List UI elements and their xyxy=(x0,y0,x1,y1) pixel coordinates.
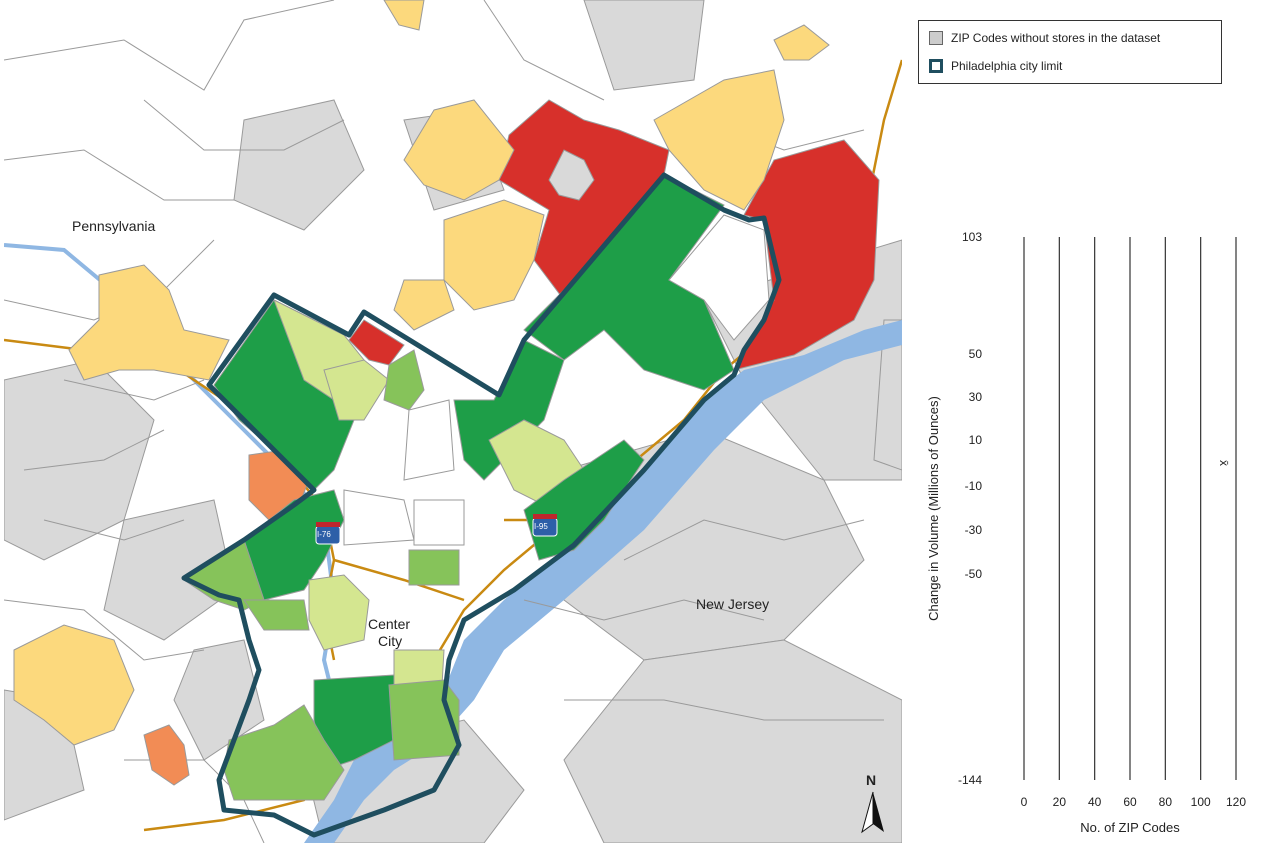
histogram-chart: 103 50 30 10 -10 -30 -50 -144 0 20 40 60 80 100 120 No.… xyxy=(926,230,1246,835)
zip-yellow-8 xyxy=(383,0,425,31)
zip-yellow-6 xyxy=(68,264,230,381)
i95-shield xyxy=(532,514,558,537)
x-tick-label-0: 0 xyxy=(1021,795,1028,809)
north-label: N xyxy=(866,772,877,788)
city-zip-white-3 xyxy=(403,399,455,481)
center-city-label-line1: Center xyxy=(368,616,411,632)
city-zip-white-2 xyxy=(413,499,465,546)
city-zip-lightgreen-west xyxy=(308,574,370,651)
city-zip-medgreen-west2 xyxy=(243,599,310,631)
city-zip-green-south xyxy=(313,674,395,771)
zip-yellow-2 xyxy=(653,69,785,211)
x-tick-label-120: 120 xyxy=(1226,795,1246,809)
y-tick-label-7: -144 xyxy=(958,773,982,787)
zip-yellow-5 xyxy=(393,279,455,331)
y-tick-label-3: 10 xyxy=(969,433,983,447)
legend-label-no-stores: ZIP Codes without stores in the dataset xyxy=(951,31,1161,45)
city-zip-medgreen-southwest xyxy=(223,704,345,801)
colored-zips-outside xyxy=(13,0,880,786)
city-zip-medgreen-center xyxy=(408,549,460,586)
i95-shield-label: I-95 xyxy=(534,522,548,531)
zip-yellow-1 xyxy=(403,99,515,201)
y-tick-label-4: -10 xyxy=(965,479,983,493)
y-tick-label-1: 50 xyxy=(969,347,983,361)
zip-yellow-7 xyxy=(13,624,135,746)
x-tick-label-60: 60 xyxy=(1123,795,1137,809)
x-axis-label: No. of ZIP Codes xyxy=(1080,820,1180,835)
pennsylvania-label: Pennsylvania xyxy=(72,218,156,234)
zip-gray-inside-red xyxy=(548,149,595,201)
y-axis-label: Change in Volume (Millions of Ounces) xyxy=(926,396,941,621)
city-zip-lightgreen-2 xyxy=(323,359,390,421)
zip-code-map xyxy=(4,0,902,843)
city-zip-white-1 xyxy=(343,489,415,546)
city-zips xyxy=(183,174,770,801)
zip-orange-2 xyxy=(143,724,190,786)
x-tick-label-20: 20 xyxy=(1053,795,1067,809)
city-zip-red xyxy=(348,319,405,366)
i76-shield xyxy=(315,522,341,545)
zip-yellow-4 xyxy=(443,199,545,311)
legend-swatch-city-limit xyxy=(929,59,943,73)
legend-label-city-limit: Philadelphia city limit xyxy=(951,59,1063,73)
map-panel: Pennsylvania New Jersey Center City I-76… xyxy=(4,0,902,843)
x-tick-label-80: 80 xyxy=(1159,795,1173,809)
center-city-label-line2: City xyxy=(378,633,403,649)
city-limit-outline xyxy=(181,172,782,838)
legend-row-city-limit: Philadelphia city limit xyxy=(929,57,1062,75)
north-arrow-icon xyxy=(861,791,884,834)
city-zip-medgreen-1 xyxy=(383,349,425,411)
map-legend: ZIP Codes without stores in the dataset … xyxy=(918,20,1222,84)
mean-marker-label: x̄ xyxy=(1217,460,1231,466)
y-tick-label-2: 30 xyxy=(969,390,983,404)
legend-row-no-stores: ZIP Codes without stores in the dataset xyxy=(929,29,1160,47)
y-tick-label-0: 103 xyxy=(962,230,982,244)
i76-shield-label: I-76 xyxy=(317,530,331,539)
y-tick-label-5: -30 xyxy=(965,523,983,537)
x-tick-label-100: 100 xyxy=(1191,795,1211,809)
zip-yellow-3 xyxy=(773,24,830,61)
legend-swatch-no-stores xyxy=(929,31,943,45)
zip-red-northeast xyxy=(732,139,880,371)
x-tick-label-40: 40 xyxy=(1088,795,1102,809)
new-jersey-label: New Jersey xyxy=(696,596,770,612)
y-tick-label-6: -50 xyxy=(965,567,983,581)
